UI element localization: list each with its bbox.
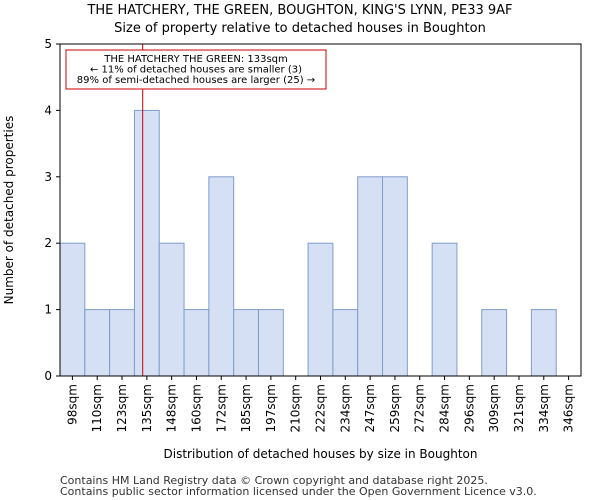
y-tick-label: 2 [44, 236, 52, 250]
y-tick-label: 4 [44, 103, 52, 117]
x-tick-label: 234sqm [338, 384, 352, 432]
bar-234sqm [332, 309, 359, 377]
bar-148sqm [158, 242, 185, 377]
x-tick-label: 259sqm [388, 384, 402, 432]
bar-259sqm [382, 176, 408, 377]
chart-title: THE HATCHERY, THE GREEN, BOUGHTON, KING'… [87, 3, 513, 18]
x-tick-label: 110sqm [90, 384, 104, 432]
bar-309sqm [481, 309, 508, 377]
x-axis-label: Distribution of detached houses by size … [164, 447, 478, 461]
x-tick-label: 172sqm [214, 384, 228, 432]
x-tick-label: 247sqm [363, 384, 377, 432]
x-tick-label: 185sqm [239, 384, 253, 432]
x-tick-label: 210sqm [289, 384, 303, 432]
annotation-line-2: ← 11% of detached houses are smaller (3) [90, 65, 302, 76]
bar-123sqm [109, 309, 135, 377]
x-tick-label: 148sqm [165, 384, 179, 432]
bar-172sqm [208, 176, 235, 377]
x-tick-label: 334sqm [537, 384, 551, 432]
x-axis-ticks: 98sqm 110sqm 123sqm 135sqm 148sqm 160sqm 172sq… [65, 376, 576, 432]
bar-185sqm [233, 309, 259, 377]
x-tick-label: 160sqm [189, 384, 203, 432]
x-tick-label: 309sqm [487, 384, 501, 432]
y-axis-ticks: 0 1 2 3 4 5 [44, 37, 60, 383]
y-tick-label: 1 [44, 303, 52, 317]
y-tick-label: 3 [44, 170, 52, 184]
x-tick-label: 284sqm [438, 384, 452, 432]
bar-247sqm [357, 176, 384, 377]
y-axis-label: Number of detached properties [2, 116, 16, 305]
x-tick-label: 197sqm [264, 384, 278, 432]
bar-160sqm [183, 309, 210, 377]
x-tick-label: 98sqm [65, 384, 79, 425]
annotation-line-3: 89% of semi-detached houses are larger (… [77, 75, 315, 86]
footer-line-1: Contains HM Land Registry data © Crown c… [60, 474, 488, 487]
annotation-box-border [65, 49, 327, 90]
x-tick-label: 346sqm [562, 384, 576, 432]
bar-135sqm [133, 109, 160, 377]
bar-110sqm [84, 309, 111, 377]
bar-98sqm [59, 242, 86, 377]
x-tick-label: 123sqm [115, 384, 129, 432]
x-tick-label: 296sqm [462, 384, 476, 432]
x-tick-label: 135sqm [140, 384, 154, 432]
footer-line-2: Contains public sector information licen… [60, 485, 537, 498]
bar-222sqm [307, 242, 334, 377]
x-tick-label: 222sqm [314, 384, 328, 432]
annotation-line-1: THE HATCHERY THE GREEN: 133sqm [103, 54, 288, 65]
bars-group [59, 109, 557, 377]
bar-197sqm [257, 309, 284, 377]
y-tick-label: 0 [44, 369, 52, 383]
chart-subtitle: Size of property relative to detached ho… [114, 21, 486, 36]
annotation-box: THE HATCHERY THE GREEN: 133sqm ← 11% of … [65, 49, 327, 90]
x-tick-label: 272sqm [413, 384, 427, 432]
bar-334sqm [530, 309, 557, 377]
x-tick-label: 321sqm [512, 384, 526, 432]
y-tick-label: 5 [44, 37, 52, 51]
bar-284sqm [431, 242, 458, 377]
